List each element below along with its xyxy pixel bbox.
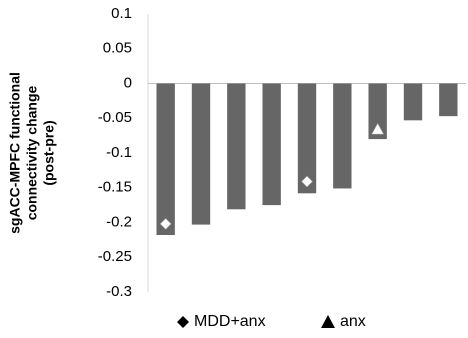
y-tick-label: 0 xyxy=(124,74,132,91)
legend-label: anx xyxy=(340,313,366,330)
y-tick-label: 0.1 xyxy=(111,5,132,22)
bar xyxy=(227,83,246,210)
bar xyxy=(333,83,352,189)
legend: MDD+anx anx xyxy=(177,313,366,330)
bar xyxy=(156,83,175,236)
y-tick-label: 0.05 xyxy=(103,40,132,57)
y-axis-title-line: (post-pre) xyxy=(41,120,57,185)
markers xyxy=(159,122,385,230)
y-tick-label: -0.15 xyxy=(98,179,132,196)
bars xyxy=(156,83,458,236)
bar xyxy=(403,83,423,121)
y-tick-label: -0.05 xyxy=(98,109,132,126)
y-tick-label: -0.3 xyxy=(106,283,132,300)
bar xyxy=(368,83,387,140)
y-tick-label: -0.2 xyxy=(106,213,132,230)
diamond-marker xyxy=(159,217,172,230)
y-axis-tick-labels: 0.1 0.05 0 -0.05 -0.1 -0.15 -0.2 -0.25 -0.3 xyxy=(98,5,132,300)
y-axis-title-line: sgACC-MPFC functional xyxy=(7,72,23,234)
y-axis-title-line: connectivity change xyxy=(24,85,40,220)
bar xyxy=(191,83,211,225)
triangle-marker xyxy=(371,122,385,135)
y-tick-label: -0.25 xyxy=(98,248,132,265)
y-axis-title: sgACC-MPFC functional connectivity change… xyxy=(7,72,57,234)
legend-diamond-icon xyxy=(177,316,189,328)
diamond-marker xyxy=(301,175,313,188)
legend-label: MDD+anx xyxy=(194,313,266,330)
bar xyxy=(262,83,281,206)
legend-triangle-icon xyxy=(321,315,335,328)
y-tick-label: -0.1 xyxy=(106,144,132,161)
bar xyxy=(297,83,317,194)
bar xyxy=(439,83,458,117)
